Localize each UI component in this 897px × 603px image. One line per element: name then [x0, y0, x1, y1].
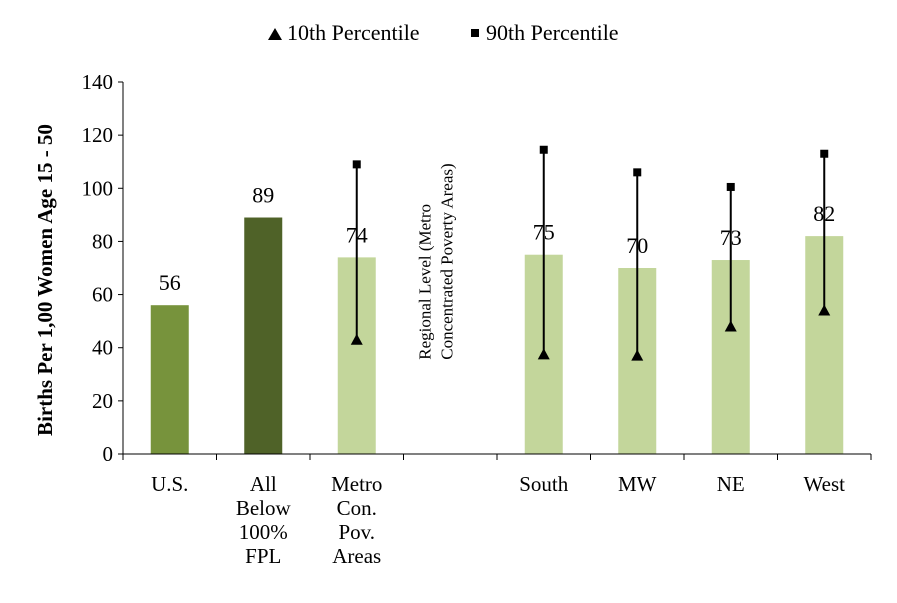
y-axis-label: Births Per 1,00 Women Age 15 - 50 [33, 124, 57, 436]
x-tick-label: South [519, 472, 569, 496]
data-label: 82 [813, 201, 835, 226]
data-label: 70 [626, 233, 648, 258]
data-label: 89 [252, 183, 274, 208]
y-tick-label: 100 [82, 176, 114, 200]
x-tick-label: Pov. [338, 520, 375, 544]
data-label: 56 [159, 270, 181, 295]
y-tick-label: 80 [92, 229, 113, 253]
x-tick-label: Metro [331, 472, 382, 496]
data-label: 74 [346, 222, 368, 247]
marker-90th-percentile [820, 149, 829, 158]
marker-90th-percentile [539, 145, 548, 154]
y-tick-label: 140 [82, 70, 114, 94]
data-label: 73 [720, 225, 742, 250]
x-tick-label: MW [618, 472, 657, 496]
marker-90th-percentile [633, 168, 642, 177]
x-tick-label: All [250, 472, 277, 496]
data-label: 75 [533, 220, 555, 245]
legend-label-90th: 90th Percentile [486, 20, 619, 45]
legend: 10th Percentile 90th Percentile [268, 20, 619, 45]
legend-label-10th: 10th Percentile [287, 20, 420, 45]
marker-90th-percentile [352, 160, 361, 169]
marker-10th-percentile [818, 304, 831, 316]
y-tick-label: 60 [92, 283, 113, 307]
bar [150, 305, 189, 454]
bar [244, 217, 283, 454]
y-tick-label: 120 [82, 123, 114, 147]
x-tick-label: 100% [239, 520, 288, 544]
marker-10th-percentile [537, 348, 550, 360]
x-tick-label: FPL [245, 544, 281, 568]
x-tick-label: Below [236, 496, 292, 520]
marker-10th-percentile [350, 333, 363, 345]
y-tick-label: 40 [92, 336, 113, 360]
x-tick-label: U.S. [151, 472, 188, 496]
x-tick-label: Areas [332, 544, 381, 568]
annotation-text: Concentrated Poverty Areas) [437, 163, 456, 359]
marker-10th-percentile [631, 349, 644, 361]
marker-10th-percentile [724, 320, 737, 332]
x-tick-label: NE [717, 472, 745, 496]
x-tick-label: West [804, 472, 846, 496]
y-tick-label: 0 [103, 442, 114, 466]
y-tick-label: 20 [92, 389, 113, 413]
x-tick-label: Con. [337, 496, 377, 520]
annotation-text: Regional Level (Metro [415, 204, 434, 360]
legend-square-icon [471, 29, 479, 37]
marker-90th-percentile [726, 182, 735, 191]
legend-triangle-icon [268, 28, 282, 40]
